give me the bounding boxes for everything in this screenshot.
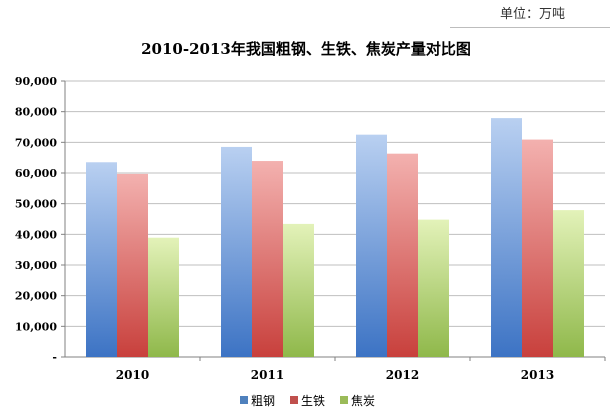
unit-divider (450, 27, 610, 28)
bar-粗钢-2013 (491, 118, 522, 358)
bars (86, 118, 584, 358)
bar-焦炭-2011 (283, 223, 314, 357)
y-tick-label: 30,000 (15, 259, 57, 272)
bar-生铁-2012 (387, 153, 418, 357)
bar-生铁-2011 (252, 161, 283, 357)
y-tick-label: - (52, 351, 57, 364)
bar-焦炭-2012 (418, 219, 449, 357)
y-tick-label: 20,000 (15, 290, 57, 303)
x-tick-label: 2013 (521, 368, 554, 382)
bar-粗钢-2010 (86, 162, 117, 357)
legend-swatch (340, 396, 348, 404)
legend-label: 生铁 (301, 394, 325, 408)
legend-swatch (240, 396, 248, 404)
bar-粗钢-2011 (221, 146, 252, 357)
y-tick-label: 10,000 (15, 320, 57, 333)
x-axis-ticks: 2010 2011 2012 2013 (116, 357, 606, 382)
bar-生铁-2013 (522, 139, 553, 357)
unit-label: 单位：万吨 (499, 7, 565, 22)
x-tick-label: 2012 (386, 368, 419, 382)
x-tick-label: 2010 (116, 368, 149, 382)
legend-label: 粗钢 (251, 394, 275, 408)
x-tick-label: 2011 (251, 368, 284, 382)
bar-生铁-2010 (117, 173, 148, 357)
legend-label: 焦炭 (351, 394, 375, 408)
bar-焦炭-2013 (553, 210, 584, 357)
y-tick-label: 60,000 (15, 167, 57, 180)
legend-swatch (290, 396, 298, 404)
y-tick-label: 50,000 (15, 198, 57, 211)
bar-焦炭-2010 (148, 237, 179, 357)
legend: 粗钢 生铁 焦炭 (240, 394, 375, 408)
chart-title: 2010-2013年我国粗钢、生铁、焦炭产量对比图 (141, 40, 471, 58)
bar-粗钢-2012 (356, 134, 387, 357)
y-tick-label: 40,000 (15, 228, 57, 241)
y-axis-ticks: - 10,000 20,000 30,000 40,000 50,000 60,000 70,… (15, 75, 57, 364)
y-tick-label: 70,000 (15, 136, 57, 149)
y-tick-label: 80,000 (15, 106, 57, 119)
y-tick-label: 90,000 (15, 75, 57, 88)
